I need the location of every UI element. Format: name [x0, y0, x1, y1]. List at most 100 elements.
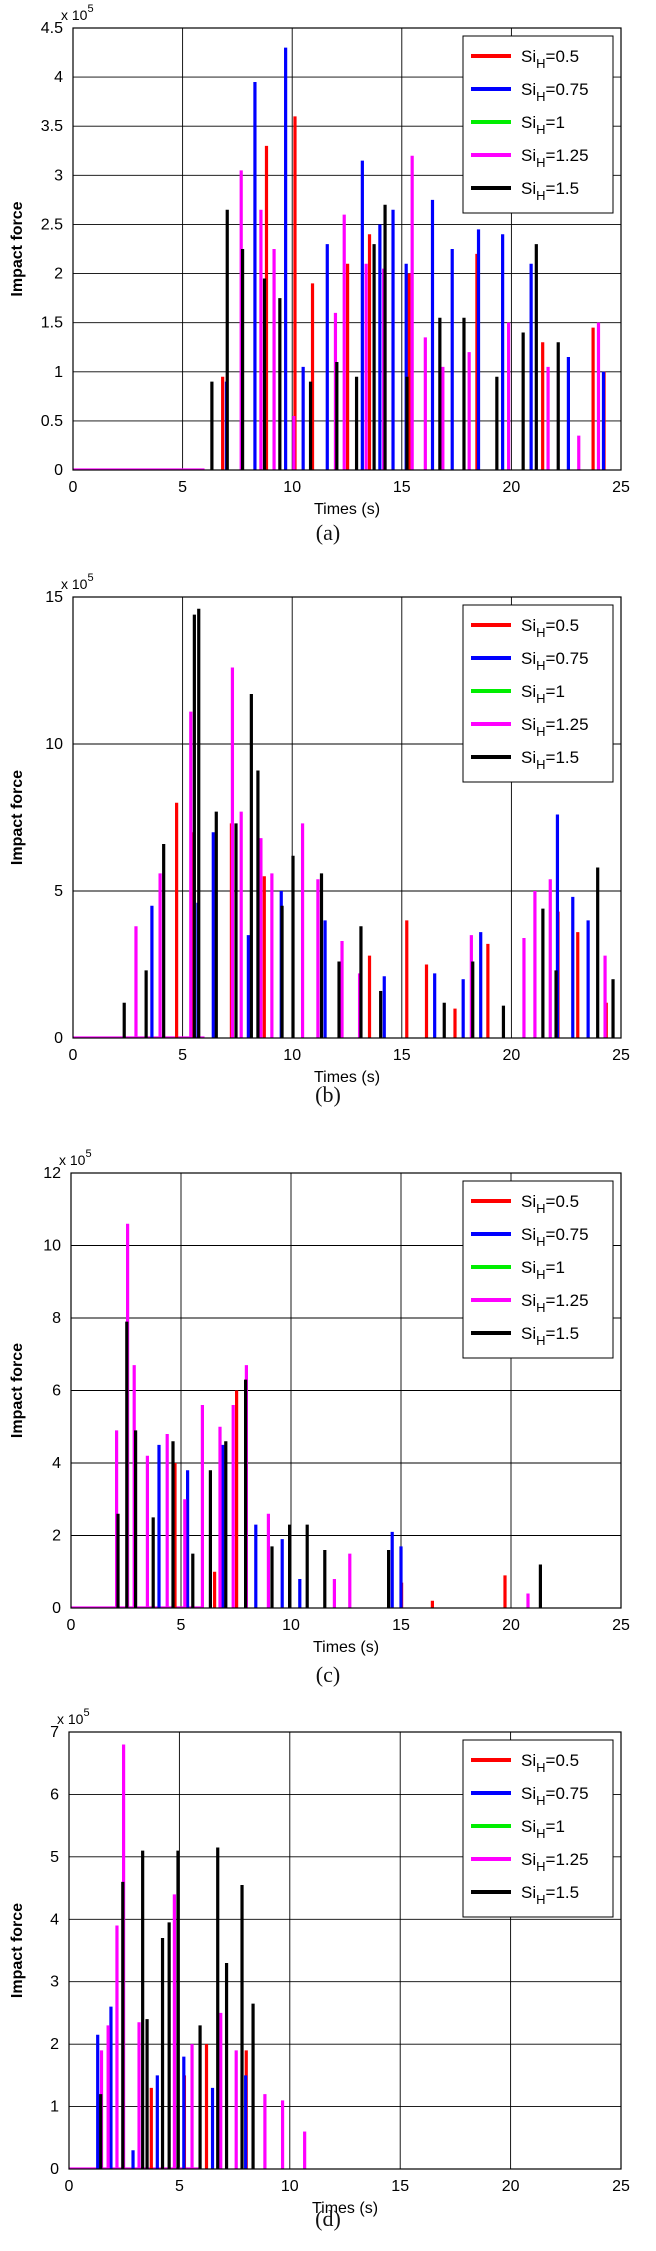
x-tick-label: 0	[65, 2178, 74, 2195]
y-exponent-power: 5	[83, 1707, 89, 1719]
x-tick-label: 15	[392, 1617, 410, 1634]
legend-label-subscript: H	[536, 658, 545, 673]
legend-label-subscript: H	[536, 56, 545, 71]
legend-label-value: =1.5	[546, 1883, 580, 1902]
x-tick-label: 15	[393, 479, 411, 496]
chart-d: 0 5 10 15 20 25 0 1 2 3 4 5 6 7x 105 Times (s) Impact f…	[9, 1707, 630, 2217]
x-tick-label: 5	[175, 2178, 184, 2195]
legend-label-subscript: H	[536, 625, 545, 640]
y-tick-label: 4	[52, 1455, 61, 1472]
y-exponent-power: 5	[87, 572, 93, 584]
y-exponent-power: 5	[87, 3, 93, 15]
legend-label-subscript: H	[536, 188, 545, 203]
y-tick-label: 6	[50, 1786, 59, 1803]
chart-panel-b: 0 5 10 15 20 25 0 5 10 15 x 105 Times (s) Impact for…	[0, 560, 656, 1130]
legend-label-subscript: H	[536, 1859, 545, 1874]
legend-label-value: =1.5	[546, 179, 580, 198]
legend-label-subscript: H	[536, 1333, 545, 1348]
legend-label-subscript: H	[536, 691, 545, 706]
legend-label-subscript: H	[536, 1234, 545, 1249]
legend-label-subscript: H	[536, 724, 545, 739]
legend-label-value: =1.25	[546, 1291, 589, 1310]
chart-a: 0 5 10 15 20 25 0 0.5 1 1.5 2 2.5 3 3.5 4 4.5x 105 Times…	[9, 3, 630, 518]
y-exponent-power: 5	[85, 1148, 91, 1160]
y-tick-label: 1	[54, 364, 63, 381]
x-tick-label: 20	[503, 1047, 521, 1064]
legend-label-value: =0.75	[546, 80, 589, 99]
legend-label-subscript: H	[536, 1201, 545, 1216]
x-tick-label: 20	[502, 1617, 520, 1634]
x-tick-label: 20	[502, 2178, 520, 2195]
x-tick-label: 25	[612, 2178, 630, 2195]
legend-label-value: =1	[546, 113, 565, 132]
axes-box	[70, 1172, 622, 1609]
y-tick-label: 3.5	[41, 118, 63, 135]
legend-label: SiH=0.5	[521, 1751, 579, 1775]
x-tick-label: 25	[612, 1617, 630, 1634]
y-tick-label: 2	[50, 2036, 59, 2053]
y-tick-label: 4	[50, 1911, 59, 1928]
legend-box	[462, 35, 614, 214]
x-tick-label: 10	[281, 2178, 299, 2195]
y-axis-label: Impact force	[9, 1903, 26, 1998]
legend-label-subscript: H	[536, 1300, 545, 1315]
x-axis-label: Times (s)	[314, 501, 380, 518]
y-tick-label: 6	[52, 1383, 61, 1400]
y-tick-label: 0	[50, 2161, 59, 2178]
y-tick-label: 10	[45, 736, 63, 753]
caption-a: (a)	[315, 520, 341, 545]
axes-box	[68, 1731, 622, 2170]
y-tick-label: 3	[50, 1974, 59, 1991]
legend-label-value: =1	[546, 1817, 565, 1836]
legend-label-value: =0.75	[546, 649, 589, 668]
x-tick-label: 20	[503, 479, 521, 496]
y-tick-label: 2	[52, 1528, 61, 1545]
legend-label-value: =1.5	[546, 1324, 580, 1343]
y-tick-label: 0.5	[41, 413, 63, 430]
axes-box	[72, 596, 622, 1039]
y-tick-label: 4.5	[41, 20, 63, 37]
chart-c: 0 5 10 15 20 25 0 2 4 6 8 10 12x 105 Times (s) Impact …	[9, 1148, 630, 1656]
caption-b: (b)	[315, 1082, 341, 1107]
chart-panel-c: 0 5 10 15 20 25 0 2 4 6 8 10 12 x 105 Times (s) Impact …	[0, 1130, 656, 1690]
x-tick-label: 15	[391, 2178, 409, 2195]
caption-c: (c)	[315, 1662, 341, 1687]
y-tick-label: 4	[54, 69, 63, 86]
x-tick-label: 25	[612, 479, 630, 496]
x-tick-label: 10	[283, 479, 301, 496]
legend-label-subscript: H	[536, 155, 545, 170]
y-tick-label: 15	[45, 589, 63, 606]
x-tick-label: 0	[67, 1617, 76, 1634]
x-tick-label: 10	[282, 1617, 300, 1634]
y-exponent-label: x 105	[61, 3, 94, 23]
legend-label-value: =1.25	[546, 1850, 589, 1869]
legend-label-subscript: H	[536, 89, 545, 104]
y-exponent-label: x 105	[61, 572, 94, 592]
x-axis-label: Times (s)	[313, 1639, 379, 1656]
y-exponent-label: x 105	[59, 1148, 92, 1168]
legend-label-value: =1	[546, 682, 565, 701]
y-tick-label: 5	[50, 1849, 59, 1866]
y-tick-label: 12	[43, 1165, 61, 1182]
legend-label-value: =0.5	[546, 1751, 580, 1770]
y-tick-label: 3	[54, 167, 63, 184]
legend-label-subscript: H	[536, 1793, 545, 1808]
legend-label-value: =0.75	[546, 1225, 589, 1244]
caption-d: (d)	[315, 2206, 341, 2231]
x-tick-label: 15	[393, 1047, 411, 1064]
x-tick-label: 0	[69, 1047, 78, 1064]
legend-label-subscript: H	[536, 1826, 545, 1841]
legend-label-subscript: H	[536, 1892, 545, 1907]
x-tick-label: 0	[69, 479, 78, 496]
x-tick-label: 5	[177, 1617, 186, 1634]
y-tick-label: 5	[54, 883, 63, 900]
x-tick-label: 25	[612, 1047, 630, 1064]
y-exponent-label: x 105	[57, 1707, 90, 1727]
y-axis-label: Impact force	[9, 201, 26, 296]
legend-label-subscript: H	[536, 122, 545, 137]
legend-label-value: =0.75	[546, 1784, 589, 1803]
y-tick-label: 7	[50, 1724, 59, 1741]
legend-label-subscript: H	[536, 1267, 545, 1282]
y-tick-label: 1.5	[41, 315, 63, 332]
